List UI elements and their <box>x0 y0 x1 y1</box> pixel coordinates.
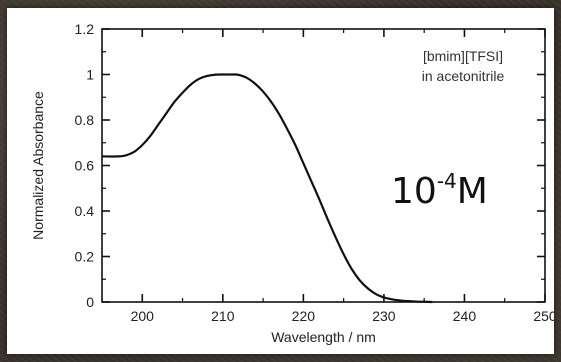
annotation-sample: [bmim][TFSI] <box>423 48 503 64</box>
y-tick-label: 0 <box>86 294 94 310</box>
x-tick-label: 230 <box>372 308 396 324</box>
x-tick-label: 240 <box>453 308 477 324</box>
annotation-concentration: 10-4M <box>391 169 488 212</box>
axis-tick-labels: 200 210 220 230 240 250 0 0.2 0.4 0.6 0.8 1 1.2 <box>75 21 554 324</box>
concentration-exponent: -4 <box>437 169 457 193</box>
x-tick-label: 220 <box>292 308 316 324</box>
y-tick-label: 0.8 <box>75 112 95 128</box>
x-tick-label: 210 <box>211 308 235 324</box>
y-axis-label: Normalized Absorbance <box>30 91 46 240</box>
axis-ticks <box>101 28 546 303</box>
y-tick-label: 1 <box>86 67 94 83</box>
absorbance-chart: 200 210 220 230 240 250 0 0.2 0.4 0.6 0.8 1 1.2 Norm… <box>30 21 554 345</box>
x-tick-label: 200 <box>131 308 155 324</box>
y-tick-label: 0.2 <box>75 249 95 265</box>
x-axis-label: Wavelength / nm <box>271 329 376 345</box>
x-tick-label: 250 <box>533 308 554 324</box>
concentration-unit: M <box>457 171 488 212</box>
y-tick-label: 0.4 <box>75 203 95 219</box>
concentration-base: 10 <box>391 171 437 212</box>
series-line-absorbance <box>101 73 433 304</box>
chart-figure: 200 210 220 230 240 250 0 0.2 0.4 0.6 0.8 1 1.2 Norm… <box>7 8 554 354</box>
annotation-solvent: in acetonitrile <box>422 68 505 84</box>
y-tick-label: 1.2 <box>75 21 95 37</box>
y-tick-label: 0.6 <box>75 158 95 174</box>
